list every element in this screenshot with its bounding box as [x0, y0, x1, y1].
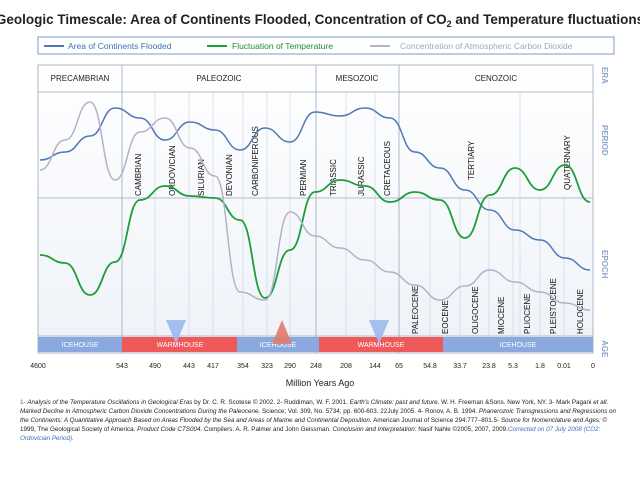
epoch-label-pliocene: PLIOCENE	[523, 294, 532, 334]
legend-box	[37, 36, 615, 55]
footnote-text: Phanerozoic Transgressions and Regressio…	[20, 408, 616, 424]
footnote-text: 1-	[20, 399, 28, 406]
x-tick-label: 54.8	[423, 363, 437, 370]
footnote-text: W. H. Freeman &Sons. New York, NY. 3- Ma…	[439, 399, 594, 406]
period-label-ordovician: ORDOVICIAN	[168, 145, 177, 196]
x-tick-label: 290	[284, 363, 296, 370]
period-label-cambrian: CAMBRIAN	[134, 154, 143, 196]
icehouse-arrow-marker	[369, 320, 389, 344]
footnote-text: © 1999, The Geological Society of Americ…	[20, 417, 608, 433]
x-tick-label: 0	[591, 363, 595, 370]
period-label-cretaceous: CRETACEOUS	[383, 141, 392, 196]
age-band-icehouse	[237, 337, 319, 352]
age-band-label: ICEHOUSE	[62, 342, 99, 349]
x-tick-label: 4600	[30, 363, 46, 370]
x-tick-label: 5.3	[508, 363, 518, 370]
footnote-text: Nasif Nahle ©2005, 2007, 2009.	[416, 426, 508, 433]
row-label-age: AGE	[600, 340, 609, 358]
epoch-label-eocene: EOCENE	[441, 300, 450, 334]
geologic-chart: Geologic Timescale: Area of Continents F…	[0, 12, 640, 388]
footnote-text: Science; Vol. 309, No. 5734; pp. 600-603…	[260, 408, 479, 415]
x-tick-label: 417	[207, 363, 219, 370]
era-label-cenozoic: CENOZOIC	[475, 74, 517, 83]
age-band-icehouse	[38, 337, 122, 352]
period-label-triassic: TRIASSIC	[329, 159, 338, 196]
icehouse-arrow-marker	[166, 320, 186, 344]
row-label-era: ERA	[600, 67, 609, 84]
epoch-label-pleistocene: PLEISTOCENE	[549, 278, 558, 334]
period-label-permian: PERMIAN	[299, 159, 308, 196]
series-layer	[39, 101, 591, 311]
row-label-period: PERIOD	[600, 125, 609, 156]
footnote-text: Earth's Climate: past and future.	[349, 399, 440, 406]
x-axis-label: Million Years Ago	[286, 378, 355, 388]
age-band-label: ICEHOUSE	[500, 342, 537, 349]
legend-label-flooded: Area of Continents Flooded	[68, 41, 172, 51]
footnote-text: Corrected on 07 July 2008 (CO2: Ordovici…	[20, 426, 601, 442]
age-band-label: WARMHOUSE	[157, 342, 204, 349]
age-band-label: WARMHOUSE	[358, 342, 405, 349]
x-tick-label: 543	[116, 363, 128, 370]
flooded-area-line	[39, 107, 591, 271]
x-tick-label: 1.8	[535, 363, 545, 370]
age-band-warmhouse	[122, 337, 237, 352]
legend-label-co2: Concentration of Atmospheric Carbon Diox…	[400, 41, 573, 51]
x-tick-label: 144	[369, 363, 381, 370]
era-label-paleozoic: PALEOZOIC	[196, 74, 241, 83]
x-tick-label: 208	[340, 363, 352, 370]
age-band-icehouse	[443, 337, 593, 352]
epoch-label-oligocene: OLIGOCENE	[471, 286, 480, 334]
period-label-silurian: SILURIAN	[197, 159, 206, 196]
x-tick-label: 33.7	[453, 363, 467, 370]
footnote-text: Compilers: A. R. Palmer and John Geissma…	[202, 426, 333, 433]
x-tick-label: 0.01	[557, 363, 571, 370]
chart-title: Geologic Timescale: Area of Continents F…	[0, 12, 640, 29]
age-band-warmhouse	[319, 337, 443, 352]
x-tick-label: 65	[395, 363, 403, 370]
period-label-carboniferous: CARBONIFEROUS	[251, 126, 260, 196]
period-label-jurassic: JURASSIC	[357, 156, 366, 196]
warmhouse-arrow-marker	[272, 320, 292, 344]
period-label-quaternary: QUATERNARY	[563, 135, 572, 190]
x-tick-label: 354	[237, 363, 249, 370]
plot-area	[37, 64, 594, 354]
period-label-devonian: DEVONIAN	[225, 154, 234, 196]
era-label-mesozoic: MESOZOIC	[336, 74, 379, 83]
epoch-label-paleocene: PALEOCENE	[411, 286, 420, 334]
x-tick-label: 23.8	[482, 363, 496, 370]
age-band-label: ICEHOUSE	[260, 342, 297, 349]
x-tick-label: 248	[310, 363, 322, 370]
epoch-label-miocene: MIOCENE	[497, 297, 506, 334]
epoch-label-holocene: HOLOCENE	[576, 289, 585, 334]
period-label-tertiary: TERTIARY	[467, 140, 476, 180]
footnote-text: American Journal of Science 294:777–801.…	[371, 417, 501, 424]
co2-line	[39, 101, 591, 311]
legend-label-temperature: Fluctuation of Temperature	[232, 41, 333, 51]
footnote-text: Analysis of the Temperature Oscillations…	[27, 399, 193, 406]
footnote-text: Source for Nomenclature and Ages:	[500, 417, 601, 424]
temperature-line	[39, 164, 591, 299]
footnote: 1- Analysis of the Temperature Oscillati…	[20, 398, 620, 443]
footnote-text: et all. Marked Decline in Atmospheric Ca…	[20, 399, 609, 415]
x-tick-label: 443	[183, 363, 195, 370]
footnote-text: Conclusion and Interpretation:	[332, 426, 417, 433]
row-label-epoch: EPOCH	[600, 250, 609, 279]
footnote-text: by Dr. C. R. Scotese © 2002. 2- Ruddiman…	[192, 399, 350, 406]
x-tick-layer: 4600 543 490 443 417 354 323 290 248 208 144 65 54.8…	[30, 363, 595, 370]
x-tick-label: 490	[149, 363, 161, 370]
footnote-text: Product Code CTS004.	[137, 426, 203, 433]
x-tick-label: 323	[261, 363, 273, 370]
era-label-precambrian: PRECAMBRIAN	[51, 74, 110, 83]
